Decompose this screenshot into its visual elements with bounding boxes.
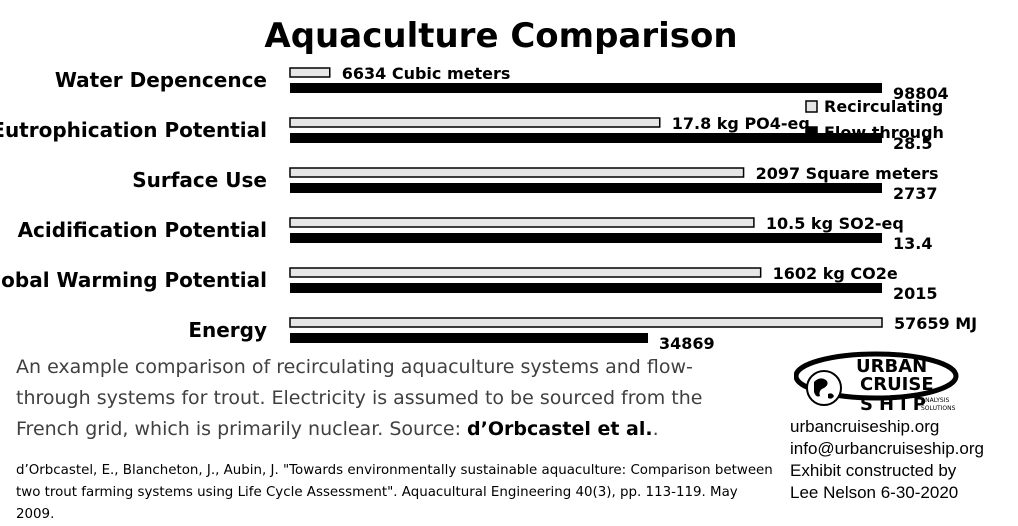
- bar-flow-through: [290, 233, 882, 243]
- caption-source: d’Orbcastel et al.: [467, 418, 653, 440]
- data-label-recirculating: 57659 MJ: [894, 314, 977, 333]
- caption-end: .: [652, 418, 659, 440]
- credit-line-2: Lee Nelson 6-30-2020: [790, 483, 959, 502]
- contact-block: urbancruiseship.org info@urbancruiseship…: [790, 416, 984, 504]
- credit-line-1: Exhibit constructed by: [790, 461, 957, 480]
- logo-ring: [794, 351, 959, 401]
- legend-label: Recirculating: [824, 97, 943, 116]
- legend-label: Flow through: [824, 123, 944, 142]
- legend-swatch: [805, 126, 818, 139]
- bar-recirculating: [289, 117, 661, 128]
- bar-recirculating: [289, 67, 331, 78]
- data-label-flow-through: 34869: [659, 334, 715, 350]
- logo-tagline-2: SOLUTIONS: [921, 405, 956, 412]
- category-label: Global Warming Potential: [0, 268, 267, 292]
- bar-flow-through: [290, 83, 882, 93]
- data-label-recirculating: 2097 Square meters: [756, 164, 939, 183]
- category-label: Water Depencence: [55, 68, 267, 92]
- data-label-recirculating: 6634 Cubic meters: [342, 64, 511, 83]
- website-link[interactable]: urbancruiseship.org: [790, 417, 940, 436]
- category-label: Acidification Potential: [18, 218, 267, 242]
- bar-recirculating: [289, 317, 883, 328]
- email-link[interactable]: info@urbancruiseship.org: [790, 439, 984, 458]
- category-label: Surface Use: [132, 168, 267, 192]
- logo-line-1: URBAN: [856, 356, 927, 377]
- data-label-flow-through: 2737: [893, 184, 938, 203]
- bar-recirculating: [289, 267, 762, 278]
- category-label: Eutrophication Potential: [0, 118, 267, 142]
- bar-recirculating: [289, 167, 745, 178]
- category-label: Energy: [188, 318, 267, 342]
- data-label-flow-through: 2015: [893, 284, 938, 303]
- bar-chart: Water Depencence 6634 Cubic meters 98804 Eu…: [0, 64, 977, 350]
- bar-recirculating: [289, 217, 755, 228]
- bar-flow-through: [290, 183, 882, 193]
- logo-line-3: SHIP: [860, 394, 932, 415]
- logo-line-2: CRUISE: [860, 374, 934, 395]
- reference-citation: d’Orbcastel, E., Blancheton, J., Aubin, …: [16, 463, 773, 522]
- data-label-flow-through: 13.4: [893, 234, 932, 253]
- caption-text: An example comparison of recirculating a…: [16, 356, 703, 440]
- data-label-recirculating: 17.8 kg PO4-eq: [672, 114, 810, 133]
- data-label-recirculating: 10.5 kg SO2-eq: [766, 214, 904, 233]
- urban-cruise-ship-logo: URBAN CRUISE SHIP ANALYSIS SOLUTIONS: [794, 351, 959, 415]
- bar-flow-through: [290, 283, 882, 293]
- globe-land: [814, 378, 834, 399]
- bar-flow-through: [290, 333, 649, 343]
- caption: An example comparison of recirculating a…: [16, 352, 736, 445]
- legend-swatch: [805, 100, 818, 113]
- data-label-recirculating: 1602 kg CO2e: [773, 264, 898, 283]
- bar-flow-through: [290, 133, 882, 143]
- logo-tagline-1: ANALYSIS: [921, 397, 949, 404]
- chart-title: Aquaculture Comparison: [264, 16, 738, 56]
- data-label-flow-through: 98804: [893, 84, 949, 103]
- data-label-flow-through: 28.5: [893, 134, 932, 153]
